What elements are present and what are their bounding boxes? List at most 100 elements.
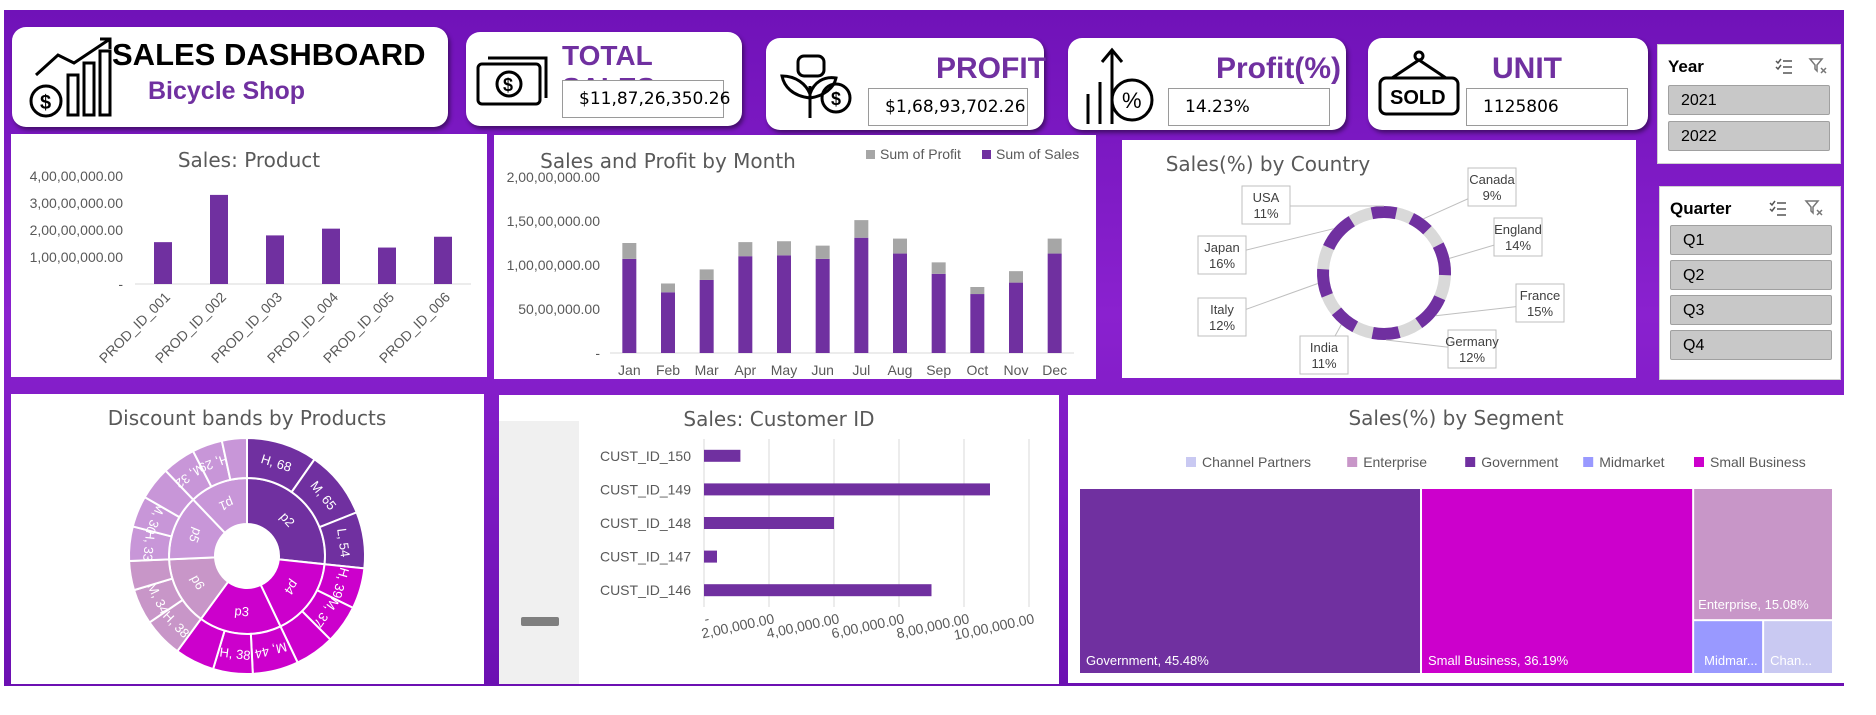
bar [378,247,396,284]
chart-title: Sales(%) by Segment [1348,406,1563,430]
multi-select-icon[interactable] [1774,57,1794,75]
kpi-profit-percent: % Profit(%) 14.23% [1068,38,1346,130]
donut-slice [1408,213,1432,235]
treemap-label: Chan... [1770,653,1812,668]
kpi-profit-percent-label: Profit(%) [1216,52,1341,85]
x-tick-label: Sep [926,362,951,378]
data-label-value: 9% [1483,188,1502,203]
x-tick-label: Nov [1004,362,1029,378]
bar-sales [622,258,637,353]
svg-text:$: $ [40,92,51,114]
bar-sales [661,292,675,353]
bar-sales [738,256,753,353]
scroll-grip[interactable] [521,617,559,626]
data-label-value: 16% [1209,256,1235,271]
kpi-total-sales-value: $11,87,26,350.26 [562,80,730,118]
kpi-profit-percent-value: 14.23% [1168,88,1330,126]
treemap-tile [1080,489,1421,673]
percent-growth-icon: % [1086,47,1154,124]
x-tick-label: Mar [695,362,719,378]
legend-label-sales: Sum of Sales [996,146,1079,162]
y-tick-label: - [118,276,123,292]
bar-profit [815,245,830,259]
y-tick-label: - [595,345,600,361]
chart-title: Discount bands by Products [108,406,387,430]
svg-text:SOLD: SOLD [1390,87,1446,109]
legend-swatch [1583,457,1594,467]
data-label-box [1493,217,1543,257]
y-tick-label: 1,00,00,000.00 [30,249,124,265]
data-label-category: Italy [1210,302,1234,317]
treemap-label: Government, 45.48% [1086,653,1209,668]
sold-sign-icon: SOLD [1378,50,1460,116]
kpi-unit-sold: SOLD UNIT SOLD 1125806 [1368,38,1648,130]
y-tick-label: CUST_ID_149 [600,481,691,497]
chart-title: Sales: Customer ID [683,407,874,431]
treemap-tile [1694,621,1763,673]
multi-select-icon[interactable] [1768,199,1788,217]
scroll-handle[interactable] [499,421,579,684]
bar-sales [1047,253,1062,353]
data-label-box [1197,235,1247,275]
y-tick-label: CUST_ID_148 [600,515,691,531]
clear-filter-icon[interactable] [1808,57,1828,75]
bar-profit [854,220,869,238]
bar-profit [738,242,753,257]
x-tick-label: Oct [966,362,988,378]
quarter-q3[interactable]: Q3 [1670,295,1832,325]
year-slicer-title: Year [1668,57,1704,76]
data-label-category: Canada [1469,172,1515,187]
sales-by-customer-panel: Sales: Customer ID -2,00,000.00 4,00,000.0… [499,395,1059,684]
y-tick-label: 1,50,00,000.00 [507,213,601,229]
quarter-q1[interactable]: Q1 [1670,225,1832,255]
year-2021[interactable]: 2021 [1668,85,1830,115]
bar [704,517,834,529]
sales-profit-month-panel: Sales and Profit by Month Sum of Profit Su… [494,135,1096,379]
quarter-q4[interactable]: Q4 [1670,330,1832,360]
sales-by-segment-panel: Sales(%) by Segment Channel Partners Enter… [1068,395,1844,683]
legend-swatch [1694,457,1704,467]
data-label-value: 12% [1209,318,1235,333]
bar-sales [854,237,869,353]
inner-label: p4 [281,577,302,597]
chart-title: Sales and Profit by Month [540,149,796,173]
outer-label: H, 33 [140,529,158,561]
data-label-category: India [1310,340,1339,355]
sales-by-country-panel: Sales(%) by Country Canada 9% England 14% Fra… [1122,140,1636,378]
data-label-box [1447,329,1497,369]
discount-bands-chart: Discount bands by Productsp2p4p3p6p5p1H,… [108,406,387,675]
dashboard-title: SALES DASHBOARD [112,37,426,72]
clear-filter-icon[interactable] [1804,199,1824,217]
sunburst-segment [220,436,248,481]
bar-sales [777,255,791,353]
inner-label: p6 [188,572,208,592]
data-label-value: 14% [1505,238,1531,253]
bar [322,228,340,284]
legend-label-profit: Sum of Profit [880,146,961,162]
year-2022[interactable]: 2022 [1668,121,1830,151]
outer-label: H, 38 [219,644,252,663]
x-tick-label: Feb [656,362,680,378]
cash-icon: $ [476,56,548,106]
data-label-category: England [1494,222,1542,237]
bar-sales [931,273,946,353]
inner-label: p5 [186,526,205,545]
quarter-q2[interactable]: Q2 [1670,260,1832,290]
donut-slice [1371,326,1401,340]
money-plant-icon: $ [780,54,852,118]
bar [154,242,172,284]
x-tick-label: Dec [1042,362,1067,378]
data-label-category: USA [1253,190,1280,205]
legend-label: Channel Partners [1202,454,1311,470]
data-label-value: 11% [1311,356,1336,371]
x-tick-label: Jun [811,362,834,378]
sales-by-product-panel: Sales: Product - 1,00,00,000.00 2,00,00,000… [11,134,487,377]
x-tick-label: Apr [734,362,756,378]
donut-slice [1317,268,1333,298]
kpi-unit-sold-value: 1125806 [1466,88,1628,126]
sales-by-segment-chart: Sales(%) by Segment Channel Partners Enter… [1080,406,1832,673]
x-tick-label: May [771,362,797,378]
bar-profit [661,283,675,293]
y-tick-label: CUST_ID_150 [600,448,691,464]
